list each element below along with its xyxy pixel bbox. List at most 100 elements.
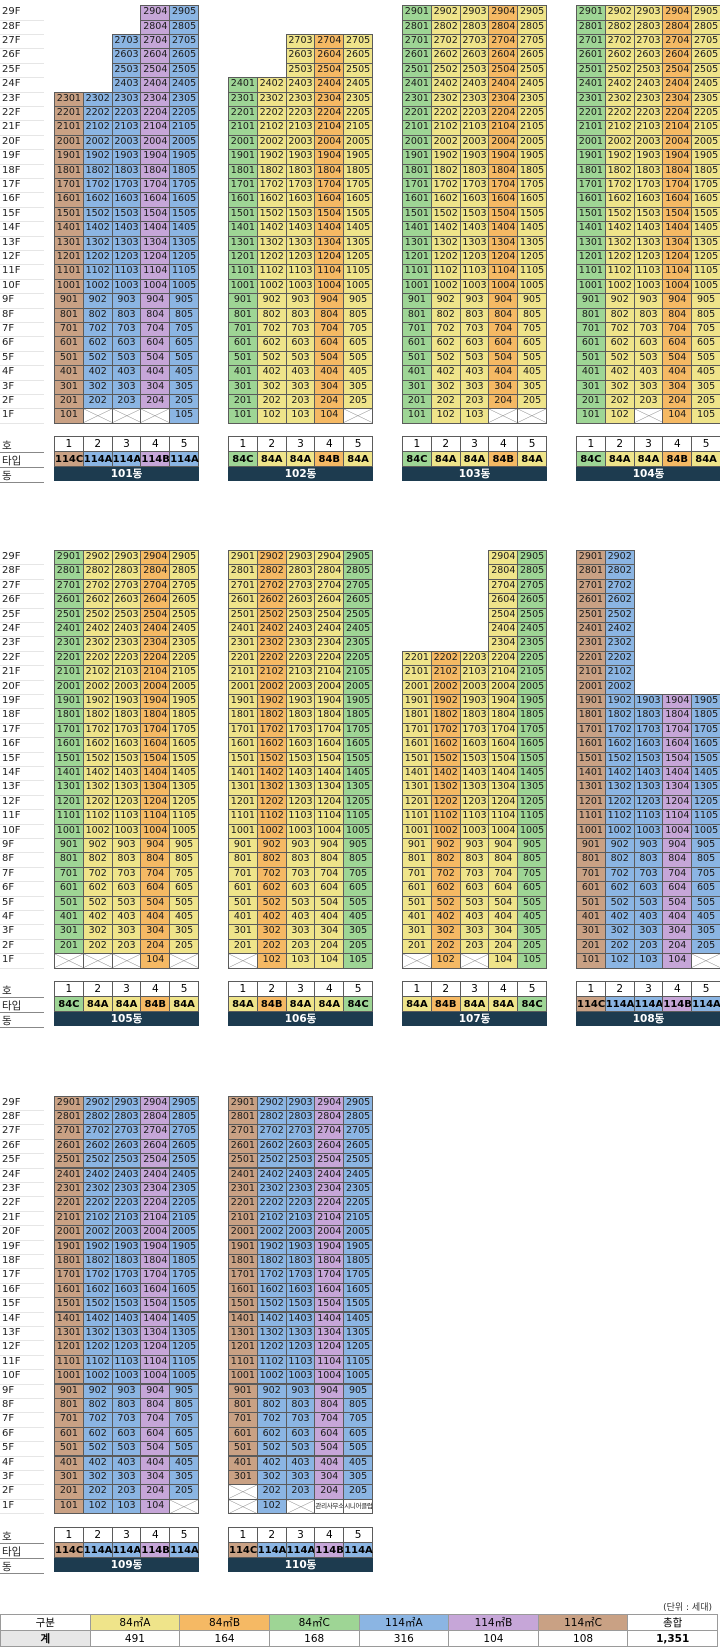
unit-cell: 1902 [430,694,461,710]
unit-cell: 303 [285,379,316,395]
unit-cell: 302 [256,1469,287,1486]
floor-label: 10F [2,824,21,836]
unit-cell: 2904 [314,550,345,566]
floor-divider [0,1325,44,1327]
unit-cell: 1901 [54,149,84,165]
unit-cell: 1104 [662,264,693,280]
unit-cell: 102 [82,1498,113,1515]
unit-cell: 1301 [228,1325,258,1342]
floor-divider [0,379,44,381]
dong-label: 동 [2,470,12,483]
unit-cell: 1003 [285,278,316,295]
unit-cell: 401 [576,365,606,381]
unit-cell: 404 [662,910,693,926]
line-number: 4 [662,981,693,998]
unit-cell: 1005 [343,278,373,295]
unit-cell: 902 [604,838,635,854]
unit-cell: 1103 [111,1354,142,1371]
unit-cell: 104 [488,953,519,969]
unit-cell: 1403 [285,766,316,782]
unit-cell: 2102 [256,120,287,136]
floor-label: 13F [2,236,21,248]
unit-cell: 704 [314,866,345,883]
unit-cell: 1102 [430,264,461,280]
unit-cell: 1103 [459,264,490,280]
unit-cell: 1802 [256,163,287,179]
unit-cell: 404 [314,910,345,926]
floor-divider [0,1297,44,1299]
unit-cell: 2502 [604,607,635,623]
unit-cell: 2101 [576,120,606,136]
unit-cell: 2101 [228,665,258,681]
unit-cell: 2602 [604,48,635,64]
line-number: 2 [430,436,461,453]
unit-cell: 402 [82,365,113,381]
unit-cell: 1803 [459,708,490,724]
line-number: 3 [459,436,490,453]
floor-label: 4F [2,911,15,922]
unit-cell: 2402 [604,622,635,638]
unit-cell: 2101 [402,120,432,136]
unit-cell: 1705 [343,1268,373,1284]
unit-cell: 1502 [82,751,113,767]
unit-cell: 1204 [140,794,171,811]
unit-cell: 402 [256,1455,287,1471]
unit-cell: 1401 [576,766,606,782]
unit-cell: 703 [111,1412,142,1428]
unit-cell: 2403 [111,77,142,93]
floor-label: 19F [2,695,21,706]
unit-cell: 1403 [285,1311,316,1327]
unit-cell: 1205 [169,1340,199,1356]
unit-cell: 204 [662,394,693,410]
unit-cell: 602 [82,1426,113,1443]
unit-cell: 2403 [111,622,142,638]
unit-cell: 2701 [402,34,432,50]
unit-cell: 1104 [140,809,171,825]
unit-cell: 1703 [633,178,664,194]
unit-cell: 2202 [82,650,113,667]
unit-cell: 2502 [604,62,635,79]
line-number: 3 [633,436,664,453]
floor-divider [0,650,44,652]
unit-cell: 102 [256,953,287,969]
unit-cell: 1602 [430,737,461,753]
unit-cell: 203 [285,394,316,410]
unit-cell: 1902 [604,694,635,710]
unit-cell: 2505 [169,62,199,79]
unit-cell: 2802 [430,19,461,35]
unit-cell: 2803 [633,19,664,35]
cross-mark-icon [229,1500,257,1513]
unit-cell: 2705 [691,34,720,50]
line-number: 4 [488,981,519,998]
unit-cell: 2204 [662,106,693,122]
unit-cell: 1701 [402,722,432,739]
unit-cell: 402 [430,365,461,381]
unit-cell: 103 [111,1498,142,1515]
unit-cell: 2704 [488,578,519,595]
unit-type: 84B [488,451,519,468]
unit-cell: 2205 [343,1196,373,1212]
unit-cell: 1505 [517,751,547,767]
unit-cell: 1205 [343,794,373,811]
unit-cell: 1603 [285,1282,316,1299]
cross-mark-icon [113,409,141,422]
unit-cell: 2502 [256,1153,287,1169]
unit-cell: 204 [140,394,171,410]
cross-mark-icon [344,409,372,422]
floor-label: 16F [2,738,21,750]
floor-divider [0,1196,44,1198]
unit-cell: 1205 [343,250,373,266]
line-number: 1 [576,436,606,453]
unit-cell: 1705 [691,178,720,194]
unit-cell: 2403 [633,77,664,93]
unit-cell: 1401 [54,221,84,237]
unit-cell: 1505 [343,751,373,767]
unit-cell: 1105 [343,1354,373,1371]
unit-type: 84A [343,451,373,468]
unit-cell: 2604 [662,48,693,64]
unit-cell: 802 [256,307,287,323]
unit-cell: 2904 [662,5,693,21]
floor-label: 20F [2,135,21,147]
unit-cell-empty [517,408,547,424]
floor-divider [0,578,44,580]
